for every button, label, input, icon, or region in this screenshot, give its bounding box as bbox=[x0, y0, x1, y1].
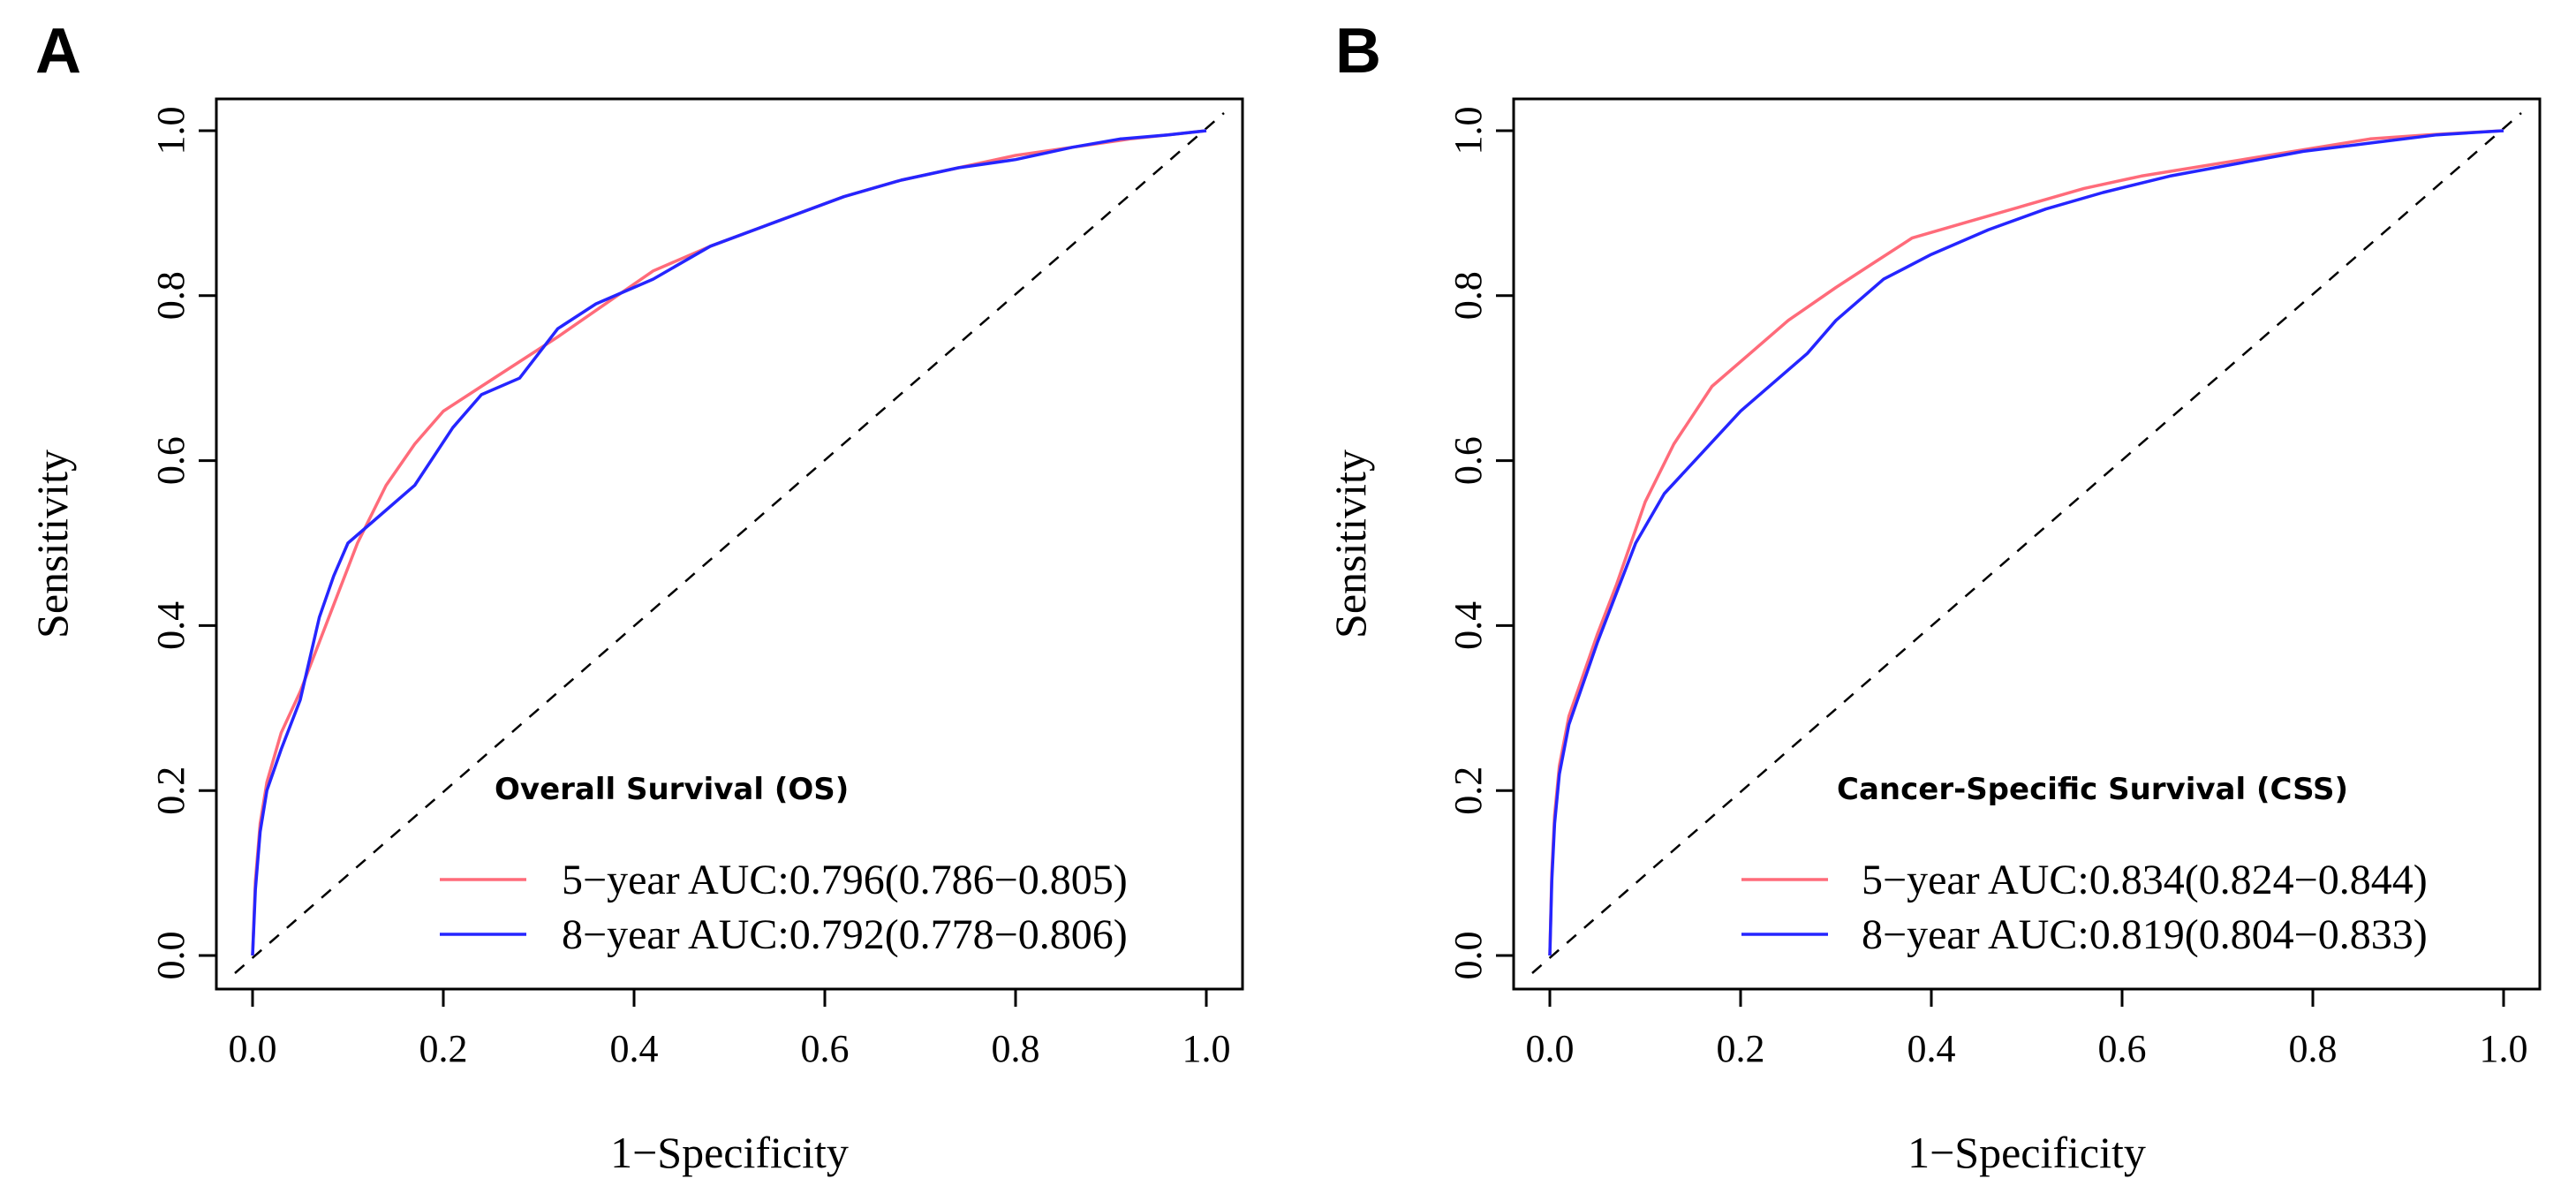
panel-b: B 0.0 0.2 0.4 0.6 0.8 1.0 bbox=[1326, 16, 2542, 1177]
panel-label: B bbox=[1335, 16, 1381, 87]
legend-title: Overall Survival (OS) bbox=[495, 772, 849, 807]
legend: Cancer-Specific Survival (CSS) 5−year AU… bbox=[1741, 772, 2428, 958]
x-tick-label: 1.0 bbox=[1182, 1027, 1231, 1070]
series-line-8-year bbox=[1548, 129, 2504, 956]
y-tick-label: 1.0 bbox=[149, 107, 193, 155]
x-tick-label: 0.0 bbox=[1526, 1027, 1575, 1070]
y-tick-label: 0.2 bbox=[149, 767, 193, 815]
legend-entry-8-year: 8−year AUC:0.792(0.778−0.806) bbox=[562, 911, 1128, 958]
series-line-8-year bbox=[251, 129, 1207, 956]
reference-diagonal bbox=[1531, 112, 2522, 974]
series-lines bbox=[251, 129, 1207, 956]
y-tick-label: 0.8 bbox=[1447, 271, 1490, 320]
x-tick-label: 0.0 bbox=[229, 1027, 277, 1070]
legend: Overall Survival (OS) 5−year AUC:0.796(0… bbox=[440, 772, 1128, 958]
y-tick-label: 0.6 bbox=[1447, 436, 1490, 485]
legend-entry-5-year: 5−year AUC:0.796(0.786−0.805) bbox=[562, 857, 1128, 903]
series-line-5-year bbox=[251, 129, 1207, 956]
x-tick-label: 0.4 bbox=[1907, 1027, 1956, 1070]
y-axis-title: Sensitivity bbox=[27, 449, 77, 638]
x-axis-title: 1−Specificity bbox=[1907, 1128, 2146, 1177]
legend-entry-5-year: 5−year AUC:0.834(0.824−0.844) bbox=[1862, 857, 2428, 903]
x-tick-label: 0.4 bbox=[610, 1027, 659, 1070]
y-tick-label: 0.0 bbox=[149, 932, 193, 980]
legend-title: Cancer-Specific Survival (CSS) bbox=[1837, 772, 2348, 807]
panel-a: A 0.0 0.2 0.4 0.6 0.8 1.0 bbox=[27, 16, 1244, 1177]
x-tick-label: 0.2 bbox=[419, 1027, 468, 1070]
y-tick-label: 0.4 bbox=[1447, 601, 1490, 650]
y-tick-label: 0.0 bbox=[1447, 932, 1490, 980]
x-tick-label: 0.8 bbox=[2289, 1027, 2338, 1070]
x-tick-label: 0.6 bbox=[2098, 1027, 2147, 1070]
y-axis: 0.0 0.2 0.4 0.6 0.8 1.0 bbox=[1447, 107, 1515, 980]
x-axis-title: 1−Specificity bbox=[610, 1128, 849, 1177]
x-tick-label: 0.6 bbox=[801, 1027, 850, 1070]
y-axis-title: Sensitivity bbox=[1326, 449, 1375, 638]
y-tick-label: 0.2 bbox=[1447, 767, 1490, 815]
x-tick-label: 0.8 bbox=[992, 1027, 1040, 1070]
legend-entry-8-year: 8−year AUC:0.819(0.804−0.833) bbox=[1862, 911, 2428, 958]
x-axis: 0.0 0.2 0.4 0.6 0.8 1.0 bbox=[1526, 987, 2528, 1070]
series-lines bbox=[1548, 129, 2504, 956]
y-tick-label: 1.0 bbox=[1447, 107, 1490, 155]
reference-diagonal bbox=[234, 112, 1225, 974]
panel-label: A bbox=[35, 16, 81, 87]
series-line-5-year bbox=[1548, 129, 2504, 956]
y-tick-label: 0.4 bbox=[149, 601, 193, 650]
x-tick-label: 0.2 bbox=[1717, 1027, 1765, 1070]
y-tick-label: 0.6 bbox=[149, 436, 193, 485]
x-tick-label: 1.0 bbox=[2480, 1027, 2528, 1070]
x-axis: 0.0 0.2 0.4 0.6 0.8 1.0 bbox=[229, 987, 1231, 1070]
y-axis: 0.0 0.2 0.4 0.6 0.8 1.0 bbox=[149, 107, 218, 980]
y-tick-label: 0.8 bbox=[149, 271, 193, 320]
